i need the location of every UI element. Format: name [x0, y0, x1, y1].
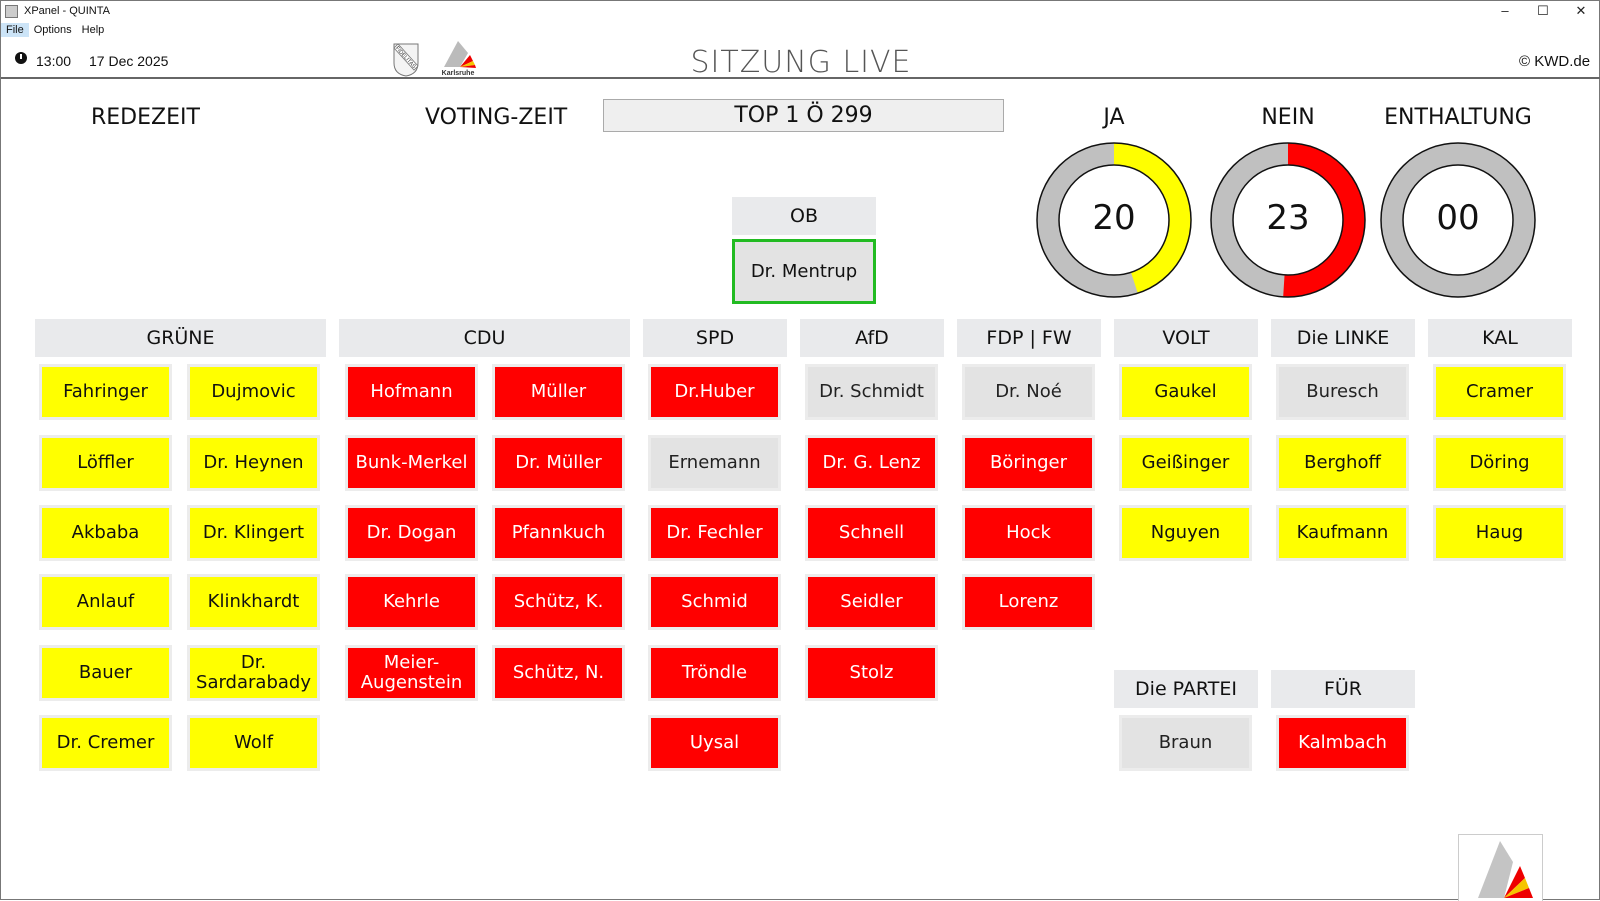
close-button[interactable]: ✕ — [1563, 1, 1599, 21]
party-header-cdu: CDU — [339, 319, 630, 357]
member-cell[interactable]: Dr. Cremer — [39, 715, 172, 771]
member-cell[interactable]: Dr. Noé — [962, 364, 1095, 420]
copyright: © KWD.de — [1519, 53, 1590, 70]
member-cell[interactable]: Stolz — [805, 645, 938, 701]
menu-options[interactable]: Options — [29, 23, 77, 37]
member-cell[interactable]: Geißinger — [1119, 435, 1252, 491]
menu-file[interactable]: File — [1, 23, 29, 37]
member-cell[interactable]: Gaukel — [1119, 364, 1252, 420]
result-count-ja: 20 — [1064, 198, 1164, 238]
result-label-nein: NEIN — [1203, 105, 1373, 130]
member-cell[interactable]: Pfannkuch — [492, 505, 625, 561]
member-cell[interactable]: Meier-Augenstein — [345, 645, 478, 701]
member-cell[interactable]: Schütz, N. — [492, 645, 625, 701]
member-cell[interactable]: Braun — [1119, 715, 1252, 771]
app-icon — [5, 5, 18, 18]
member-cell[interactable]: Buresch — [1276, 364, 1409, 420]
member-cell[interactable]: Kaufmann — [1276, 505, 1409, 561]
member-cell[interactable]: Tröndle — [648, 645, 781, 701]
title-bar: XPanel - QUINTA – ☐ ✕ — [1, 1, 1600, 21]
window-title: XPanel - QUINTA — [24, 5, 110, 17]
party-header-kal: KAL — [1428, 319, 1572, 357]
member-cell[interactable]: Dr.Huber — [648, 364, 781, 420]
member-cell[interactable]: Dr. Dogan — [345, 505, 478, 561]
member-cell[interactable]: Kalmbach — [1276, 715, 1409, 771]
menu-help[interactable]: Help — [77, 23, 110, 37]
member-cell[interactable]: Dr. Müller — [492, 435, 625, 491]
party-header-spd: SPD — [643, 319, 787, 357]
party-header-afd: AfD — [800, 319, 944, 357]
member-cell[interactable]: Akbaba — [39, 505, 172, 561]
member-cell[interactable]: Dr. Schmidt — [805, 364, 938, 420]
member-cell[interactable]: Seidler — [805, 574, 938, 630]
member-cell[interactable]: Lorenz — [962, 574, 1095, 630]
member-cell[interactable]: Dr. Sardarabady — [187, 645, 320, 701]
member-cell[interactable]: Wolf — [187, 715, 320, 771]
result-label-enthaltung: ENTHALTUNG — [1373, 105, 1543, 130]
member-cell[interactable]: Haug — [1433, 505, 1566, 561]
member-cell[interactable]: Cramer — [1433, 364, 1566, 420]
member-cell[interactable]: Klinkhardt — [187, 574, 320, 630]
result-label-ja: JA — [1029, 105, 1199, 130]
maximize-button[interactable]: ☐ — [1525, 1, 1561, 21]
member-cell[interactable]: Ernemann — [648, 435, 781, 491]
speaking-time-label: REDEZEIT — [91, 105, 200, 130]
member-cell[interactable]: Nguyen — [1119, 505, 1252, 561]
member-cell[interactable]: Anlauf — [39, 574, 172, 630]
member-cell[interactable]: Bunk-Merkel — [345, 435, 478, 491]
member-cell[interactable]: Dr. G. Lenz — [805, 435, 938, 491]
member-cell[interactable]: Böringer — [962, 435, 1095, 491]
member-cell[interactable]: Müller — [492, 364, 625, 420]
party-header-die-partei: Die PARTEI — [1114, 670, 1258, 708]
member-cell[interactable]: Schmid — [648, 574, 781, 630]
member-cell[interactable]: Dr. Heynen — [187, 435, 320, 491]
member-cell[interactable]: Dr. Fechler — [648, 505, 781, 561]
member-cell[interactable]: Hofmann — [345, 364, 478, 420]
party-header-die-linke: Die LINKE — [1271, 319, 1415, 357]
karlsruhe-logo-footer — [1458, 834, 1543, 901]
party-header-für: FÜR — [1271, 670, 1415, 708]
member-cell[interactable]: Uysal — [648, 715, 781, 771]
member-cell[interactable]: Döring — [1433, 435, 1566, 491]
member-cell[interactable]: Schnell — [805, 505, 938, 561]
member-cell[interactable]: Dr. Klingert — [187, 505, 320, 561]
member-cell[interactable]: Löffler — [39, 435, 172, 491]
member-cell[interactable]: Schütz, K. — [492, 574, 625, 630]
member-cell[interactable]: Hock — [962, 505, 1095, 561]
page-title: SITZUNG LIVE — [1, 45, 1600, 80]
minimize-button[interactable]: – — [1487, 1, 1523, 21]
header: 13:00 17 Dec 2025 FIDELITAS Karlsruhe SI… — [1, 39, 1600, 79]
party-header-volt: VOLT — [1114, 319, 1258, 357]
member-cell[interactable]: Kehrle — [345, 574, 478, 630]
menu-bar: File Options Help — [1, 21, 1600, 39]
member-cell[interactable]: Dujmovic — [187, 364, 320, 420]
result-count-nein: 23 — [1238, 198, 1338, 238]
member-cell[interactable]: Berghoff — [1276, 435, 1409, 491]
result-count-enthaltung: 00 — [1408, 198, 1508, 238]
agenda-item: TOP 1 Ö 299 — [603, 99, 1004, 132]
voting-time-label: VOTING-ZEIT — [425, 105, 567, 130]
member-cell[interactable]: Bauer — [39, 645, 172, 701]
party-header-fdp-fw: FDP | FW — [957, 319, 1101, 357]
party-header-grüne: GRÜNE — [35, 319, 326, 357]
ob-member-cell[interactable]: Dr. Mentrup — [732, 239, 876, 304]
ob-header: OB — [732, 197, 876, 235]
member-cell[interactable]: Fahringer — [39, 364, 172, 420]
